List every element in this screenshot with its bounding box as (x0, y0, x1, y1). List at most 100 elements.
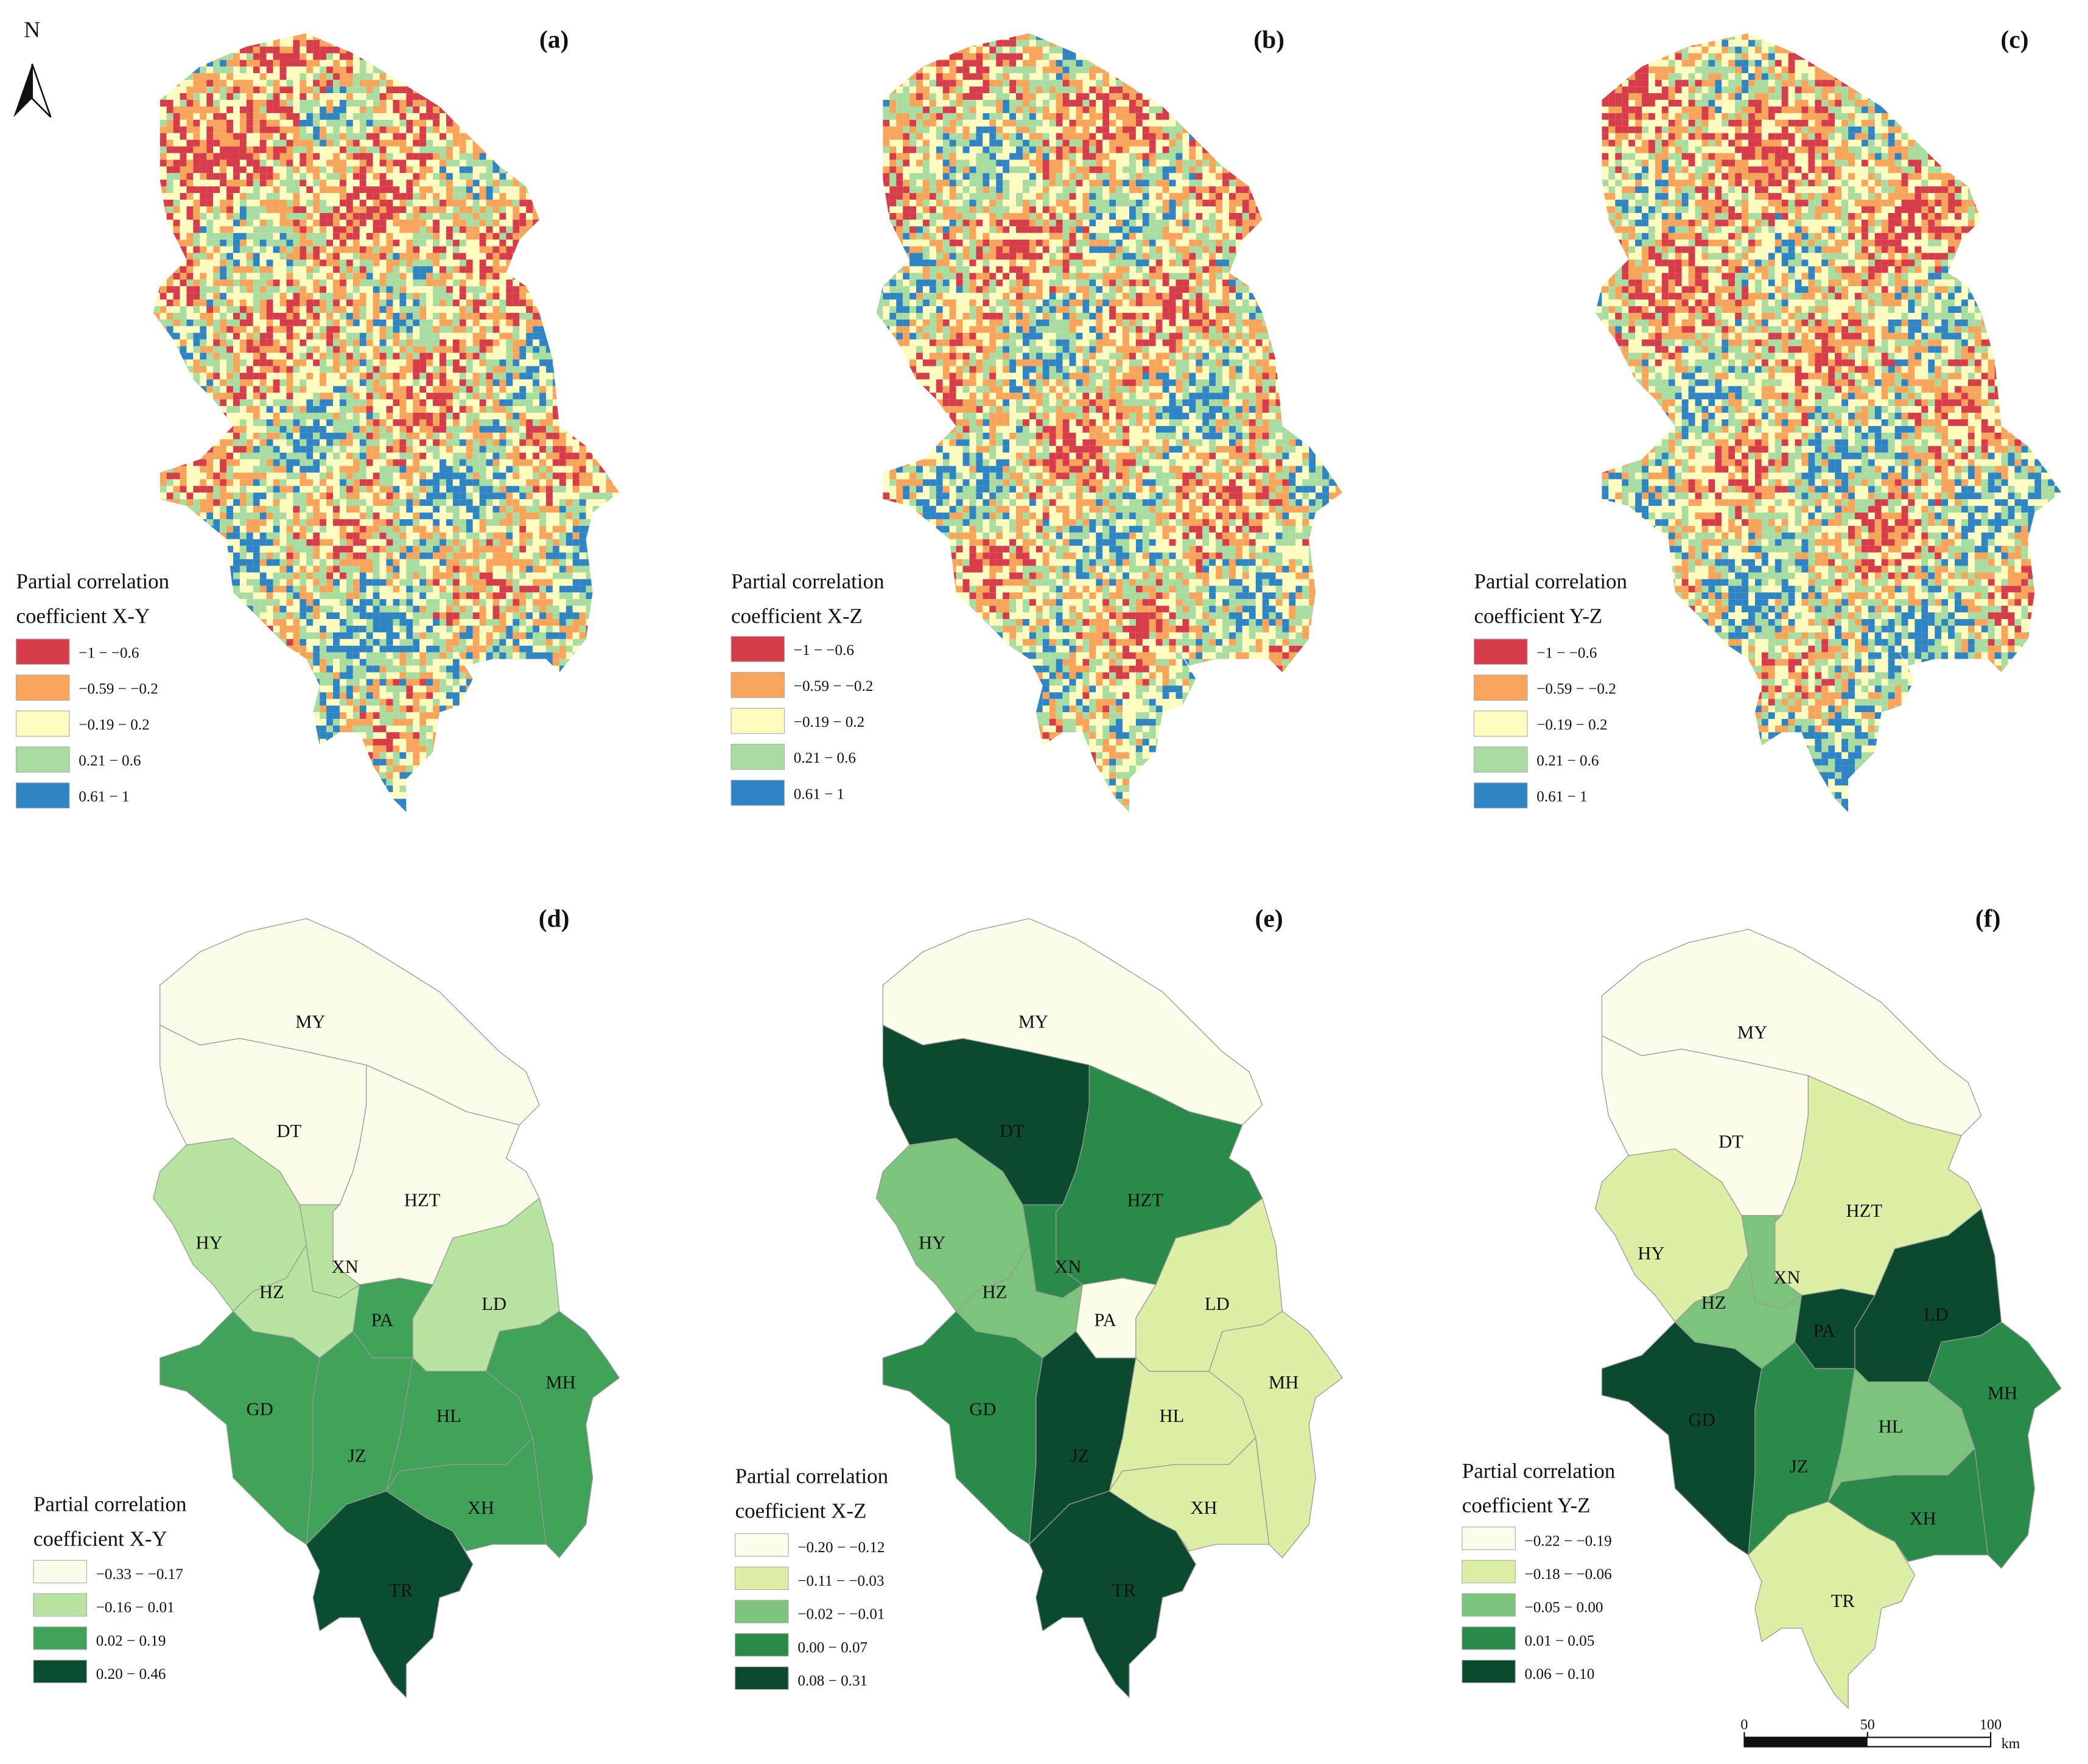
pixel (180, 306, 187, 313)
pixel (140, 220, 147, 226)
pixel (626, 439, 632, 446)
pixel (606, 439, 613, 446)
pixel (220, 186, 227, 194)
pixel (320, 226, 327, 233)
pixel (266, 73, 273, 80)
pixel (233, 299, 240, 307)
pixel (406, 153, 413, 160)
pixel (320, 119, 327, 127)
pixel (140, 399, 147, 406)
pixel (559, 266, 566, 273)
pixel (559, 339, 566, 346)
pixel (253, 106, 260, 113)
pixel (519, 233, 527, 240)
pixel (320, 239, 327, 247)
pixel (253, 40, 260, 47)
pixel (359, 259, 366, 267)
pixel (373, 186, 380, 194)
pixel (472, 106, 480, 113)
pixel (313, 393, 320, 400)
pixel (147, 27, 153, 33)
pixel (606, 219, 613, 226)
pixel (373, 346, 380, 353)
pixel (612, 379, 620, 387)
pixel (293, 146, 300, 153)
pixel (452, 46, 460, 54)
pixel (592, 33, 600, 40)
pixel (366, 113, 373, 120)
pixel (153, 266, 160, 273)
pixel (526, 446, 533, 453)
pixel (259, 419, 267, 426)
pixel (472, 212, 480, 220)
pixel (539, 73, 546, 80)
pixel (206, 466, 214, 473)
pixel (293, 379, 300, 387)
pixel (359, 126, 366, 133)
pixel (352, 239, 360, 247)
pixel (366, 146, 373, 153)
pixel (200, 146, 207, 153)
pixel (566, 60, 573, 67)
pixel (599, 153, 606, 160)
pixel (140, 213, 147, 220)
pixel (339, 206, 346, 213)
pixel (140, 120, 147, 127)
pixel (519, 193, 527, 200)
pixel (173, 159, 180, 167)
pixel (359, 226, 366, 233)
pixel (406, 359, 413, 366)
pixel (352, 346, 360, 353)
pixel (472, 352, 480, 360)
pixel (559, 193, 566, 200)
pixel (286, 133, 293, 140)
pixel (273, 419, 280, 426)
pixel (293, 332, 300, 340)
pixel (472, 193, 480, 200)
pixel (253, 113, 260, 120)
pixel (566, 193, 573, 200)
pixel (306, 193, 314, 200)
pixel (586, 253, 593, 260)
pixel (472, 299, 480, 307)
pixel (526, 366, 533, 373)
pixel (286, 346, 293, 353)
pixel (586, 339, 593, 346)
pixel (552, 153, 559, 160)
pixel (393, 27, 399, 33)
pixel (373, 146, 380, 153)
pixel (220, 226, 227, 233)
pixel (147, 253, 153, 260)
pixel (153, 40, 160, 47)
pixel (472, 452, 480, 460)
pixel (379, 339, 387, 346)
pixel (159, 119, 167, 127)
pixel (253, 373, 260, 380)
pixel (186, 352, 194, 360)
pixel (433, 146, 440, 153)
pixel (492, 419, 500, 426)
pixel (173, 133, 180, 140)
pixel (193, 193, 200, 200)
pixel (246, 53, 253, 60)
pixel (386, 219, 393, 226)
pixel (579, 33, 586, 40)
pixel (386, 100, 393, 107)
pixel (579, 452, 586, 460)
pixel (333, 306, 340, 313)
pixel (213, 432, 220, 439)
pixel (333, 346, 340, 353)
pixel (326, 266, 334, 273)
pixel (399, 379, 407, 387)
pixel (140, 253, 147, 260)
pixel (326, 239, 334, 247)
pixel (320, 346, 327, 353)
pixel (279, 212, 287, 220)
pixel (159, 306, 167, 313)
pixel (306, 273, 314, 280)
pixel (247, 27, 253, 33)
pixel (433, 119, 440, 127)
pixel (213, 206, 220, 213)
pixel (566, 446, 573, 453)
pixel (452, 346, 460, 353)
